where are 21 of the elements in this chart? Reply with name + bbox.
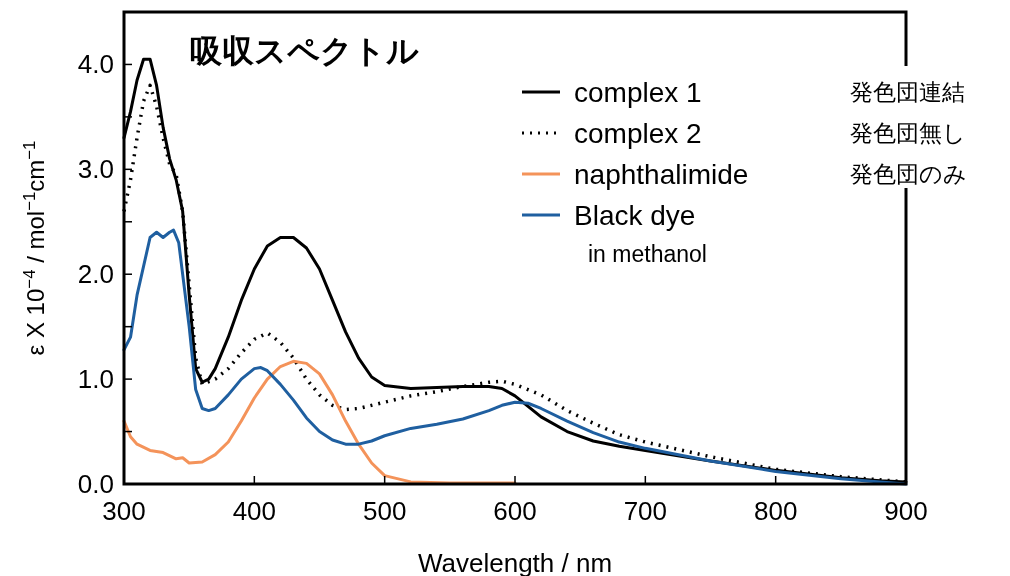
annotation: 発色団のみ [850, 161, 967, 187]
x-tick-label: 900 [884, 496, 928, 526]
annotation: 発色団無し [850, 120, 966, 146]
y-tick-label: 4.0 [77, 49, 114, 80]
x-tick-label: 400 [232, 496, 277, 526]
text: 吸収スペクトル [190, 33, 419, 69]
legend-label: complex 1 [574, 77, 702, 108]
annotation: in methanol [588, 241, 707, 267]
x-tick-label: 800 [753, 496, 798, 526]
y-tick-label: 1.0 [77, 364, 114, 395]
legend-label: complex 2 [574, 118, 702, 149]
x-tick-label: 700 [623, 496, 668, 526]
legend-label: Black dye [574, 200, 696, 231]
y-tick-label: 0.0 [77, 469, 114, 499]
annotation: 発色団連結 [850, 79, 965, 105]
x-tick-label: 600 [493, 496, 537, 526]
y-tick-label: 2.0 [77, 259, 114, 290]
x-tick-label: 500 [362, 496, 407, 526]
legend-label: naphthalimide [574, 159, 749, 190]
y-tick-label: 3.0 [77, 154, 114, 185]
x-tick-label: 300 [102, 496, 146, 526]
